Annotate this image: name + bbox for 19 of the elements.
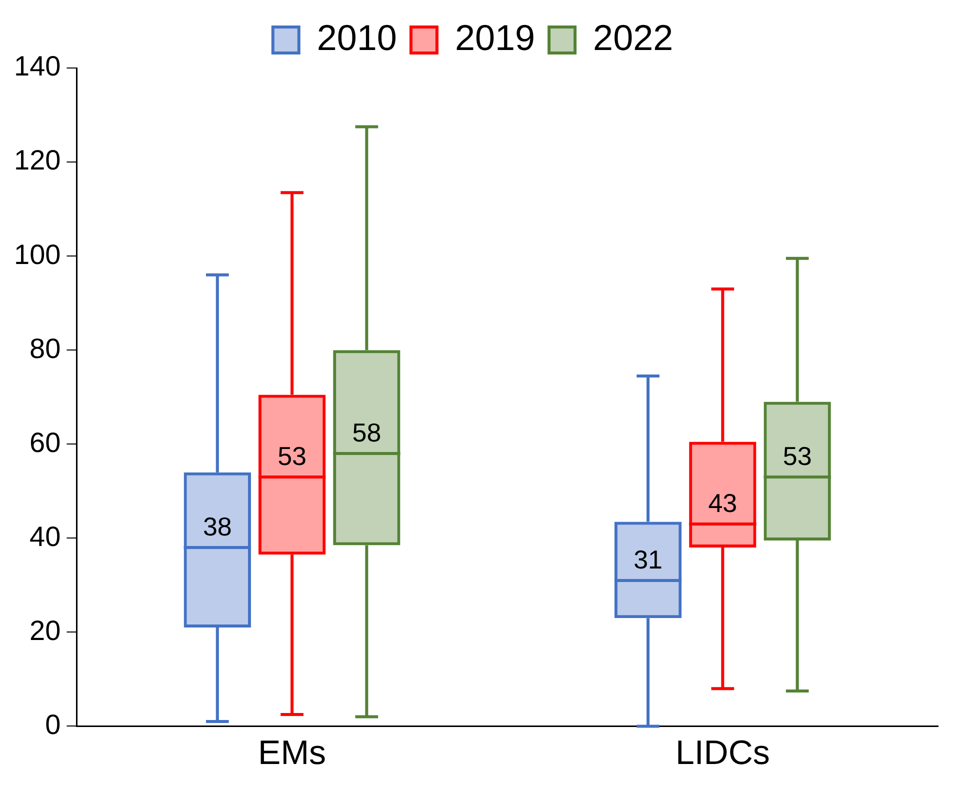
y-tick-label: 140 xyxy=(14,50,61,82)
y-tick-label: 100 xyxy=(14,238,61,270)
y-tick-label: 60 xyxy=(30,426,61,458)
x-tick-label: LIDCs xyxy=(675,734,770,772)
text: 53 xyxy=(278,441,306,472)
y-tick-label: 0 xyxy=(45,708,61,740)
y-tick-label: 80 xyxy=(30,332,61,364)
text: 31 xyxy=(634,544,662,575)
legend-label: 2019 xyxy=(454,16,536,58)
y-tick-label: 120 xyxy=(14,144,61,176)
y-tick-label: 40 xyxy=(30,520,61,552)
legend-label: 2022 xyxy=(593,16,674,58)
y-tick-label: 20 xyxy=(30,614,61,646)
text: 43 xyxy=(708,488,738,518)
legend-label: 2010 xyxy=(316,16,397,58)
text: 53 xyxy=(782,441,812,472)
text: 38 xyxy=(202,512,232,542)
x-tick-label: EMs xyxy=(258,734,326,772)
text: 58 xyxy=(352,418,382,448)
